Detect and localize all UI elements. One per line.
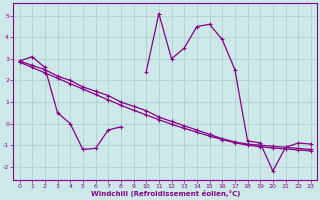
X-axis label: Windchill (Refroidissement éolien,°C): Windchill (Refroidissement éolien,°C) <box>91 190 240 197</box>
